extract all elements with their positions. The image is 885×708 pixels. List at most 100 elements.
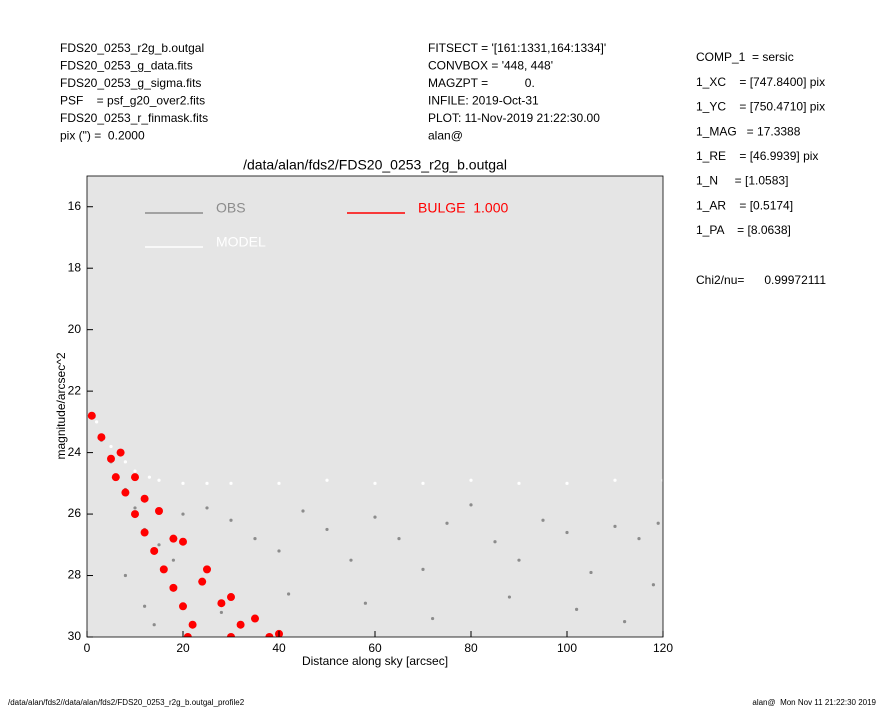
header-right-line: 1_N = [1.0583] [696, 174, 788, 188]
data-point [181, 512, 185, 516]
header-right-line: 1_RE = [46.9939] pix [696, 149, 818, 163]
data-point [507, 595, 511, 599]
data-point [373, 515, 377, 519]
data-point [589, 570, 593, 575]
data-point [277, 481, 281, 485]
footer-right: alan@ Mon Nov 11 21:22:30 2019 [752, 698, 876, 707]
plot-background [87, 176, 663, 637]
data-point [181, 481, 185, 485]
data-point [277, 549, 281, 553]
data-point [325, 478, 329, 482]
data-point [131, 510, 139, 519]
data-point [205, 506, 209, 510]
data-point [227, 633, 235, 637]
data-point [565, 530, 569, 535]
header-left-line: FDS20_0253_g_sigma.fits [60, 76, 201, 90]
y-tick-label: 28 [68, 568, 82, 582]
x-tick-label: 0 [84, 641, 91, 655]
data-point [651, 583, 656, 587]
data-point [159, 565, 168, 574]
data-point [111, 473, 120, 482]
chi-text: Chi2/nu= 0.99972111 [696, 273, 826, 287]
data-point [229, 518, 233, 522]
x-tick-label: 80 [464, 641, 478, 655]
data-point [188, 620, 197, 629]
data-point [143, 604, 147, 608]
data-point [179, 602, 187, 611]
data-point [198, 577, 207, 586]
data-point [229, 481, 233, 485]
y-tick-label: 18 [68, 260, 82, 274]
data-point [325, 527, 329, 532]
y-tick-label: 22 [68, 383, 82, 397]
header-right-line: 1_MAG = 17.3388 [696, 124, 801, 138]
header-right-line: 1_XC = [747.8400] pix [696, 75, 825, 89]
data-point [251, 614, 259, 623]
data-point [107, 454, 115, 463]
footer-left: /data/alan/fds2//data/alan/fds2/FDS20_02… [8, 698, 245, 707]
data-point [121, 488, 130, 497]
data-point [541, 518, 545, 522]
data-point [623, 620, 627, 624]
data-point [517, 481, 521, 485]
data-point [219, 610, 223, 615]
header-middle-line: CONVBOX = '448, 448' [428, 59, 553, 73]
chart-title: /data/alan/fds2/FDS20_0253_r2g_b.outgal [243, 157, 507, 173]
data-point [183, 633, 192, 637]
data-point [421, 567, 425, 571]
data-point [613, 478, 617, 482]
x-tick-label: 60 [368, 641, 382, 655]
header-left-line: PSF = psf_g20_over2.fits [60, 94, 205, 108]
data-point [236, 620, 245, 629]
header-right-line: 1_PA = [8.0638] [696, 223, 791, 237]
x-tick-label: 100 [557, 641, 577, 655]
data-point [203, 565, 211, 574]
x-axis-label: Distance along sky [arcsec] [302, 654, 448, 668]
data-point [131, 473, 139, 482]
y-tick-label: 26 [68, 506, 82, 520]
header-right-line: 1_AR = [0.5174] [696, 198, 793, 212]
data-point [205, 481, 209, 485]
header-right-line: COMP_1 = sersic [696, 50, 794, 64]
data-point [169, 534, 178, 543]
y-tick-label: 20 [68, 322, 82, 336]
data-point [179, 537, 187, 546]
data-point [373, 481, 377, 485]
y-tick-label: 16 [68, 199, 82, 213]
data-point [565, 481, 569, 485]
data-point [349, 558, 353, 562]
header-left-line: pix (") = 0.2000 [60, 129, 145, 143]
x-tick-label: 120 [653, 641, 673, 655]
data-point [363, 601, 367, 605]
data-point [133, 469, 137, 473]
data-point [97, 433, 106, 442]
data-point [397, 537, 401, 541]
data-point [140, 528, 149, 537]
data-point [123, 573, 127, 578]
header-left-line: FDS20_0253_r2g_b.outgal [60, 41, 204, 55]
x-tick-label: 40 [272, 641, 286, 655]
data-point [171, 558, 175, 562]
legend-label: BULGE 1.000 [418, 200, 508, 216]
data-point [157, 543, 161, 547]
data-point [421, 481, 425, 485]
legend-label: OBS [216, 200, 246, 216]
data-point [157, 478, 161, 482]
data-point [147, 475, 151, 479]
data-point [253, 537, 257, 541]
data-point [155, 506, 163, 515]
data-point [152, 623, 156, 627]
data-point [95, 420, 99, 424]
data-point [469, 503, 473, 507]
data-point [227, 593, 235, 602]
header-middle-line: alan@ [428, 129, 463, 143]
data-point [133, 506, 137, 510]
data-point [469, 478, 473, 482]
header-middle-line: PLOT: 11-Nov-2019 21:22:30.00 [428, 111, 600, 125]
data-point [575, 607, 579, 611]
legend-label: MODEL [216, 234, 266, 250]
data-point [87, 411, 96, 420]
data-point [493, 540, 497, 544]
header-middle-line: MAGZPT = 0. [428, 76, 535, 90]
